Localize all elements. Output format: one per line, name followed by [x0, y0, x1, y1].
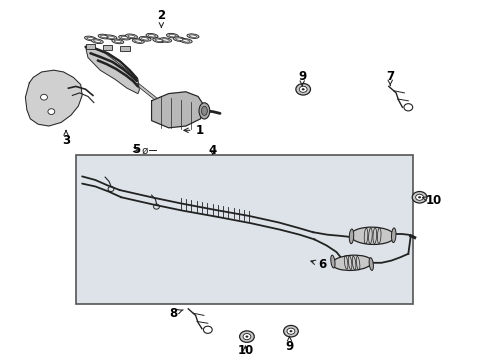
Ellipse shape	[391, 228, 395, 243]
Ellipse shape	[182, 40, 189, 42]
Bar	[120, 46, 129, 51]
Text: 10: 10	[422, 194, 442, 207]
Text: 9: 9	[298, 70, 305, 86]
Ellipse shape	[145, 33, 158, 38]
Polygon shape	[151, 92, 204, 128]
Text: 6: 6	[310, 258, 326, 271]
Text: 4: 4	[208, 144, 216, 157]
Ellipse shape	[159, 38, 171, 42]
Text: 7: 7	[386, 70, 393, 86]
Ellipse shape	[121, 36, 128, 39]
Ellipse shape	[112, 39, 123, 44]
Text: 2: 2	[157, 9, 165, 27]
Polygon shape	[25, 70, 82, 126]
Ellipse shape	[132, 39, 144, 44]
Ellipse shape	[289, 330, 292, 332]
Ellipse shape	[114, 40, 121, 42]
Ellipse shape	[94, 40, 101, 42]
Ellipse shape	[199, 103, 209, 119]
Ellipse shape	[168, 35, 176, 37]
Ellipse shape	[107, 36, 114, 39]
Ellipse shape	[350, 227, 394, 244]
Ellipse shape	[98, 34, 110, 39]
Text: ø: ø	[141, 145, 148, 156]
Text: 3: 3	[62, 131, 70, 147]
Ellipse shape	[91, 39, 103, 44]
Ellipse shape	[411, 192, 426, 203]
Ellipse shape	[180, 39, 192, 43]
Text: 1: 1	[183, 124, 203, 137]
Ellipse shape	[201, 107, 207, 116]
Text: 9: 9	[285, 337, 293, 353]
Ellipse shape	[243, 334, 250, 340]
Ellipse shape	[348, 229, 353, 244]
Ellipse shape	[368, 258, 373, 270]
Ellipse shape	[286, 328, 294, 334]
Ellipse shape	[295, 84, 310, 95]
Bar	[85, 44, 95, 49]
Ellipse shape	[175, 38, 183, 40]
Ellipse shape	[119, 35, 130, 40]
Ellipse shape	[134, 40, 142, 42]
Ellipse shape	[239, 331, 254, 342]
Text: 5: 5	[132, 143, 140, 156]
Ellipse shape	[417, 196, 420, 198]
Ellipse shape	[105, 35, 117, 40]
Ellipse shape	[101, 35, 107, 38]
Bar	[76, 155, 412, 304]
Ellipse shape	[87, 37, 94, 40]
Ellipse shape	[330, 255, 334, 268]
Ellipse shape	[166, 33, 178, 38]
Ellipse shape	[148, 35, 155, 37]
Ellipse shape	[283, 325, 298, 337]
Ellipse shape	[128, 35, 135, 37]
Bar	[102, 45, 112, 50]
Ellipse shape	[141, 38, 148, 40]
Ellipse shape	[189, 35, 196, 37]
Ellipse shape	[162, 39, 169, 41]
Ellipse shape	[299, 86, 306, 93]
Ellipse shape	[186, 34, 199, 39]
Ellipse shape	[301, 88, 304, 90]
Ellipse shape	[415, 194, 423, 200]
Ellipse shape	[173, 37, 185, 41]
Ellipse shape	[152, 38, 164, 42]
Ellipse shape	[245, 336, 248, 338]
Polygon shape	[85, 47, 139, 94]
Ellipse shape	[84, 36, 96, 41]
Ellipse shape	[155, 39, 162, 41]
Ellipse shape	[139, 36, 151, 41]
Text: 10: 10	[237, 345, 253, 357]
Text: 8: 8	[169, 307, 183, 320]
Ellipse shape	[41, 94, 47, 100]
Ellipse shape	[125, 34, 137, 39]
Ellipse shape	[331, 255, 371, 270]
Ellipse shape	[48, 109, 55, 114]
